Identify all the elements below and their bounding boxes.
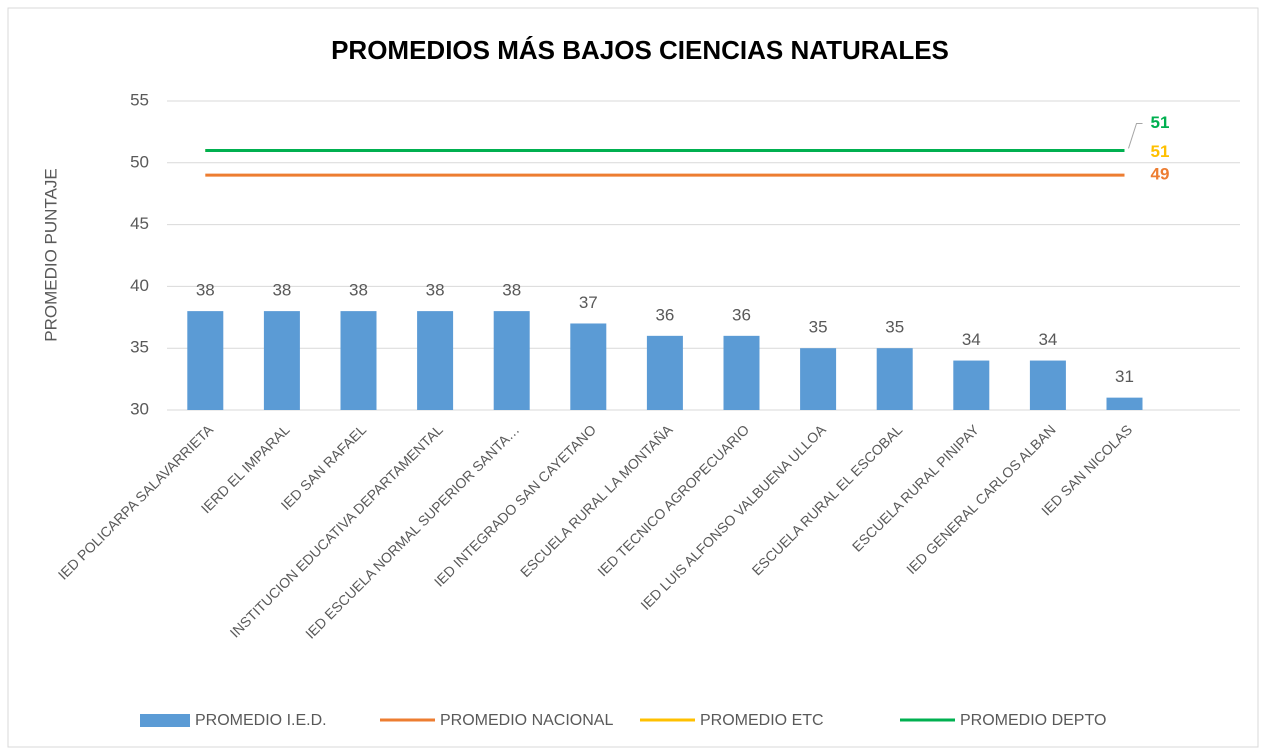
data-label: 36 (732, 305, 751, 324)
bar (340, 311, 377, 410)
legend-label: PROMEDIO DEPTO (960, 712, 1106, 729)
legend-label: PROMEDIO NACIONAL (440, 712, 613, 729)
data-label: 51 (1151, 113, 1170, 132)
data-label: 34 (1038, 330, 1057, 349)
y-tick-label: 45 (130, 214, 149, 233)
bar (800, 348, 837, 410)
legend-label: PROMEDIO I.E.D. (195, 712, 327, 729)
bar (493, 311, 530, 410)
bar (953, 360, 990, 410)
data-label: 34 (962, 330, 981, 349)
data-label: 36 (655, 305, 674, 324)
bar (187, 311, 224, 410)
data-label: 38 (272, 281, 291, 300)
bar (1029, 360, 1066, 410)
y-tick-label: 35 (130, 338, 149, 357)
y-tick-label: 50 (130, 152, 149, 171)
data-label: 38 (349, 281, 368, 300)
data-label: 38 (502, 281, 521, 300)
data-label: 38 (196, 281, 215, 300)
data-label: 35 (809, 318, 828, 337)
bar (876, 348, 913, 410)
label-leader (1128, 122, 1143, 149)
y-tick-label: 30 (130, 399, 149, 418)
y-tick-label: 40 (130, 276, 149, 295)
legend-label: PROMEDIO ETC (700, 712, 824, 729)
chart-title: PROMEDIOS MÁS BAJOS CIENCIAS NATURALES (331, 35, 949, 65)
legend-swatch (140, 714, 190, 727)
bar (263, 311, 300, 410)
bar (417, 311, 454, 410)
bar (1106, 397, 1143, 410)
y-axis-label: PROMEDIO PUNTAJE (41, 168, 60, 341)
data-label: 31 (1115, 367, 1134, 386)
data-label: 51 (1151, 142, 1170, 161)
data-label: 38 (426, 281, 445, 300)
bar (570, 323, 607, 410)
bar (723, 335, 760, 410)
data-label: 49 (1151, 165, 1170, 184)
y-tick-label: 55 (130, 90, 149, 109)
bar (646, 335, 683, 410)
data-label: 37 (579, 293, 598, 312)
data-label: 35 (885, 318, 904, 337)
